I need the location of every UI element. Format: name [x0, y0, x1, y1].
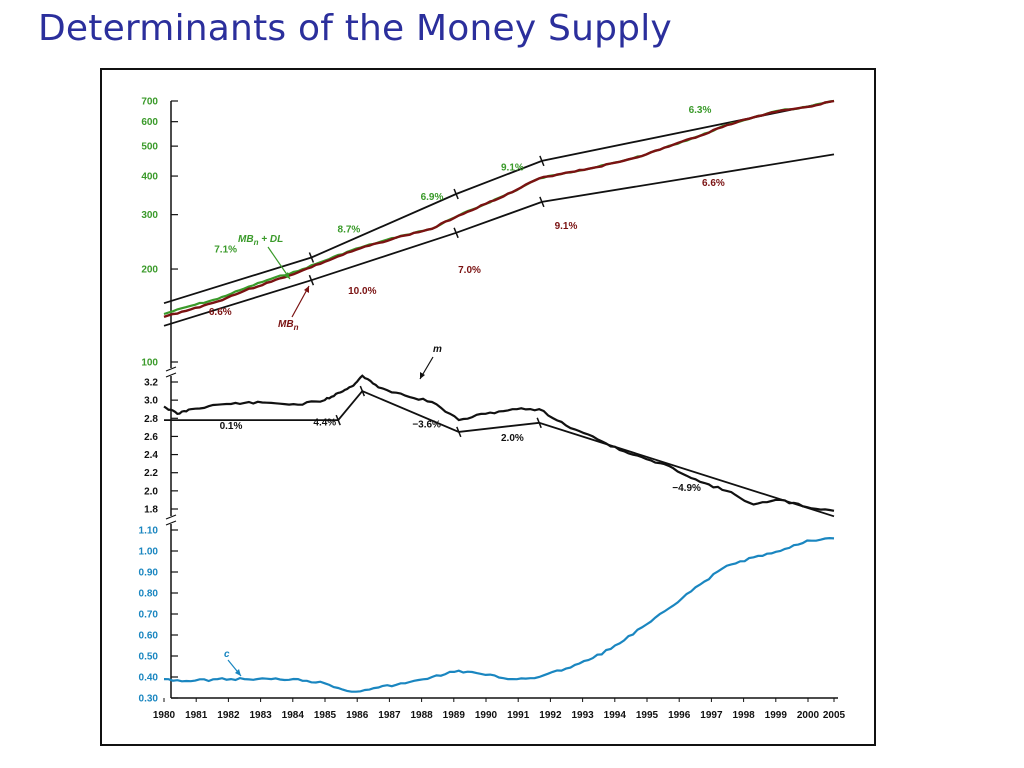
y-tick-label-p3: 0.60 — [139, 631, 159, 642]
y-tick-label-p2: 2.0 — [144, 486, 158, 497]
multiplier-growth-label: −4.9% — [672, 483, 701, 494]
series-mbn-line — [163, 99, 835, 319]
axis-break-2 — [165, 514, 177, 526]
x-tick-label: 1989 — [443, 710, 466, 721]
axis-break-1 — [165, 366, 177, 378]
trend-break-mark — [453, 227, 459, 239]
y-tick-label-p2: 2.2 — [144, 468, 158, 479]
x-tick-label: 1993 — [571, 710, 594, 721]
y-tick-label-p3: 0.30 — [139, 694, 159, 705]
y-tick-label-p2: 3.2 — [144, 378, 158, 389]
money-supply-chart: 700 600 500 400 300 200 100 3.2 3.0 2.8 2.6 2.4 2.2 2… — [139, 97, 846, 722]
x-tick-label: 1997 — [700, 710, 723, 721]
x-tick-label: 1984 — [282, 710, 305, 721]
x-tick-label: 1992 — [539, 710, 562, 721]
series-m-line — [163, 374, 835, 512]
x-tick-label: 1990 — [475, 710, 498, 721]
multiplier-growth-label: 0.1% — [220, 421, 243, 432]
upper-trend-line — [163, 100, 835, 305]
trend-break-mark — [539, 196, 545, 208]
series-c-line — [163, 536, 835, 693]
trend-break-mark — [359, 385, 366, 397]
upper-growth-label: 9.1% — [501, 162, 524, 173]
multiplier-growth-label: 4.4% — [313, 418, 336, 429]
axis-layer: 700 600 500 400 300 200 100 3.2 3.0 2.8 2.6 2.4 2.2 2… — [139, 97, 846, 722]
trend-break-mark — [539, 155, 545, 167]
trend-break-mark — [536, 417, 542, 429]
y-tick-label-p2: 2.4 — [144, 450, 158, 461]
arrowhead-mbn — [304, 286, 309, 293]
y-tick-label-p3: 0.90 — [139, 568, 159, 579]
y-tick-label-p3: 0.80 — [139, 589, 159, 600]
y-tick-label-p3: 1.10 — [139, 526, 159, 537]
x-tick-label: 1985 — [314, 710, 337, 721]
x-tick-label: 1991 — [507, 710, 530, 721]
x-tick-label: 1998 — [732, 710, 755, 721]
y-tick-label-p1: 300 — [141, 210, 158, 221]
y-tick-label-p3: 0.50 — [139, 652, 159, 663]
label-c: c — [224, 649, 230, 660]
y-tick-label-p1: 200 — [141, 265, 158, 276]
x-tick-label: 2005 — [823, 710, 846, 721]
trend-break-mark — [453, 188, 459, 200]
chart-frame: 700 600 500 400 300 200 100 3.2 3.0 2.8 2.6 2.4 2.2 2… — [100, 68, 876, 746]
y-tick-label-p1: 400 — [141, 172, 158, 183]
lower-growth-label: 6.6% — [702, 178, 725, 189]
y-tick-label-p1: 100 — [141, 358, 158, 369]
upper-growth-label: 6.3% — [689, 105, 712, 116]
lower-growth-label: 9.1% — [555, 221, 578, 232]
multiplier-trend-line — [164, 390, 835, 518]
y-tick-label-p1: 600 — [141, 117, 158, 128]
y-tick-label-p2: 2.6 — [144, 432, 158, 443]
x-tick-label: 2000 — [797, 710, 820, 721]
y-tick-label-p1: 500 — [141, 142, 158, 153]
label-mbn-dl: MBn + DL — [238, 234, 283, 247]
x-tick-label: 1982 — [217, 710, 240, 721]
arrowhead-c — [235, 669, 241, 676]
multiplier-growth-label: −3.6% — [412, 419, 441, 430]
series-mbn-dl-line — [163, 99, 835, 316]
x-tick-label: 1996 — [668, 710, 691, 721]
arrowhead-mbn-dl — [284, 272, 290, 279]
y-tick-label-p2: 3.0 — [144, 396, 158, 407]
y-tick-label-p1: 700 — [141, 97, 158, 108]
x-tick-label: 1980 — [153, 710, 176, 721]
x-tick-label: 1988 — [410, 710, 433, 721]
label-m: m — [433, 344, 442, 355]
x-tick-label: 1995 — [636, 710, 659, 721]
trend-layer — [163, 100, 835, 518]
x-tick-label: 1983 — [249, 710, 272, 721]
lower-growth-label: 10.0% — [348, 286, 376, 297]
x-tick-label: 1994 — [604, 710, 627, 721]
x-tick-label: 1986 — [346, 710, 369, 721]
x-tick-label: 1987 — [378, 710, 401, 721]
upper-growth-label: 7.1% — [214, 245, 237, 256]
x-tick-label: 1999 — [765, 710, 788, 721]
upper-growth-label: 8.7% — [338, 224, 361, 235]
lower-growth-label: 6.6% — [209, 307, 232, 318]
y-tick-label-p3: 0.70 — [139, 610, 159, 621]
upper-growth-label: 6.9% — [421, 192, 444, 203]
arrowhead-m — [420, 372, 425, 379]
multiplier-growth-label: 2.0% — [501, 433, 524, 444]
y-tick-label-p2: 2.8 — [144, 414, 158, 425]
y-tick-label-p3: 0.40 — [139, 673, 159, 684]
y-tick-label-p3: 1.00 — [139, 547, 159, 558]
series-layer — [163, 99, 835, 693]
label-layer: 7.1% 8.7% 6.9% 9.1% 6.3% 6.6% 10.0% 7.0% 9.1% 6.6… — [209, 105, 725, 677]
x-tick-label: 1981 — [185, 710, 208, 721]
trend-break-mark — [456, 426, 462, 438]
y-tick-label-p2: 1.8 — [144, 505, 158, 516]
label-mbn: MBn — [278, 319, 299, 332]
lower-growth-label: 7.0% — [458, 265, 481, 276]
slide-title: Determinants of the Money Supply — [38, 8, 672, 49]
trend-break-mark — [335, 414, 341, 426]
trend-break-mark — [308, 252, 315, 263]
trend-break-mark — [308, 274, 315, 286]
